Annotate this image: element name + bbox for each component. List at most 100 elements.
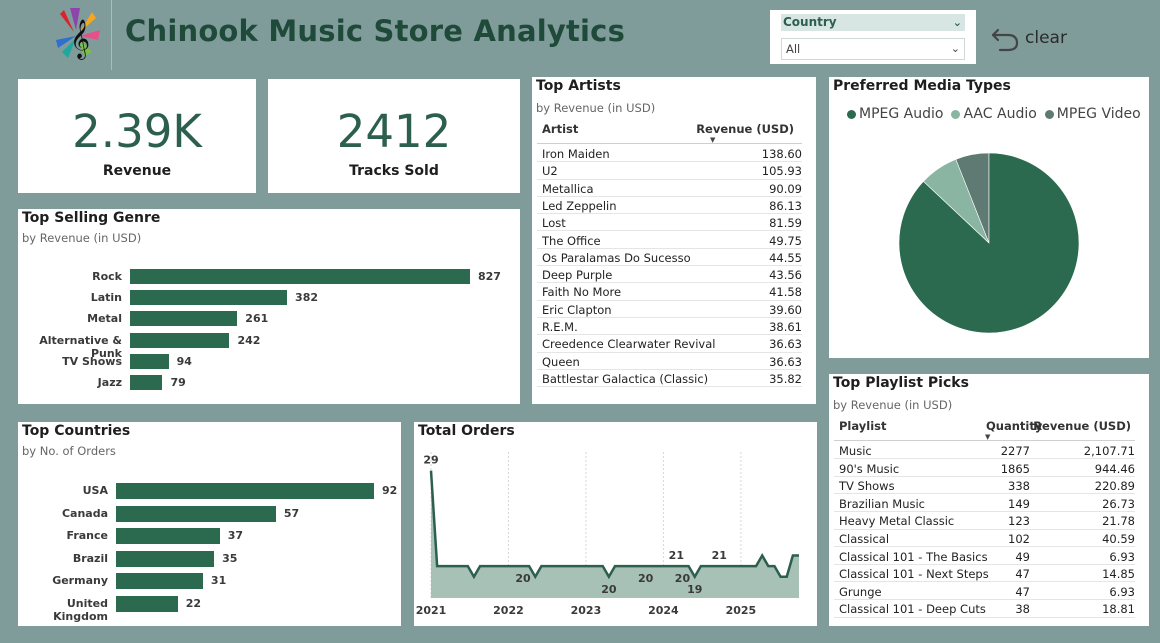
table-cell: 220.89 — [1094, 479, 1135, 494]
table-row[interactable]: Creedence Clearwater Revival 36.63 — [537, 335, 802, 353]
table-cell: Classical 101 - Next Steps — [839, 567, 989, 582]
table-row[interactable]: 90's Music 1865 944.46 — [834, 460, 1135, 477]
bar-category-label: Canada — [61, 506, 108, 520]
x-tick-label: 2024 — [648, 604, 679, 617]
bar[interactable] — [130, 269, 470, 284]
column-header-revenue[interactable]: Revenue (USD) — [1033, 419, 1131, 433]
bar-value-label: 261 — [245, 312, 269, 326]
bar-value-label: 92 — [382, 484, 398, 497]
table-row[interactable]: Heavy Metal Classic 123 21.78 — [834, 512, 1135, 530]
table-row[interactable]: Classical 101 - Deep Cuts 38 18.81 — [834, 600, 1135, 618]
table-cell: R.E.M. — [542, 320, 578, 334]
slicer-title[interactable]: Country ⌄ — [781, 14, 965, 31]
header-divider — [834, 440, 1135, 441]
table-cell: 39.60 — [769, 302, 802, 317]
table-row[interactable]: U2 105.93 — [537, 162, 802, 180]
bar-category-label: Germany — [52, 574, 108, 588]
table-cell: Faith No More — [542, 285, 622, 300]
orders-line[interactable] — [429, 470, 799, 580]
table-row[interactable]: TV Shows 338 220.89 — [834, 477, 1135, 495]
panel-subtitle: by Revenue (in USD) — [22, 231, 142, 245]
bar-category-label: TV Shows — [62, 354, 122, 368]
legend-item[interactable]: AAC Audio — [951, 106, 1037, 122]
legend-dot-icon — [1044, 109, 1054, 119]
legend-item[interactable]: MPEG Video — [1044, 106, 1141, 122]
table-row[interactable]: Led Zeppelin 86.13 — [537, 197, 802, 215]
column-header-playlist[interactable]: Playlist — [839, 419, 887, 433]
table-cell: Creedence Clearwater Revival — [542, 337, 716, 352]
table-cell: 21.78 — [1102, 514, 1135, 529]
table-cell: 47 — [1015, 584, 1030, 599]
top-countries-panel: Top Countries by No. of Orders USA 92 Cana… — [18, 422, 401, 626]
table-cell: TV Shows — [839, 479, 895, 494]
bar[interactable] — [116, 528, 220, 545]
chevron-down-icon[interactable]: ⌄ — [950, 42, 960, 55]
bar-value-label: 79 — [170, 376, 186, 389]
bar[interactable] — [130, 375, 163, 390]
table-row[interactable]: Deep Purple 43.56 — [537, 266, 802, 284]
bar[interactable] — [116, 505, 276, 522]
legend-item[interactable]: MPEG Audio — [847, 106, 943, 122]
table-cell: 18.81 — [1102, 602, 1135, 617]
table-row[interactable]: Eric Clapton 39.60 — [537, 301, 802, 318]
bar[interactable] — [130, 290, 288, 306]
column-header-artist[interactable]: Artist — [542, 122, 579, 136]
chevron-down-icon[interactable]: ⌄ — [952, 16, 962, 29]
table-row[interactable]: Metallica 90.09 — [537, 180, 802, 197]
column-header-revenue[interactable]: Revenue (USD) — [696, 122, 794, 136]
data-label: 20 — [515, 572, 531, 585]
country-dropdown[interactable]: All ⌄ — [781, 38, 965, 60]
table-row[interactable]: Classical 102 40.59 — [834, 530, 1135, 548]
table-cell: 2277 — [1000, 444, 1030, 458]
table-row[interactable]: Os Paralamas Do Sucesso 44.55 — [537, 249, 802, 267]
bar-value-label: 382 — [295, 291, 319, 305]
table-row[interactable]: Faith No More 41.58 — [537, 283, 802, 301]
bar-value-label: 37 — [227, 529, 244, 543]
table-row[interactable]: Queen 36.63 — [537, 353, 802, 370]
music-logo-icon: 𝄞 — [56, 8, 100, 60]
bar[interactable] — [116, 596, 178, 612]
sort-desc-icon[interactable]: ▼ — [985, 433, 991, 441]
table-row[interactable]: The Office 49.75 — [537, 232, 802, 249]
panel-subtitle: by Revenue (in USD) — [833, 398, 953, 412]
clear-label: clear — [1025, 28, 1067, 48]
bar[interactable] — [116, 550, 215, 567]
table-row[interactable]: Classical 101 - The Basics 49 6.93 — [834, 548, 1135, 565]
table-cell: Grunge — [839, 584, 882, 599]
table-cell: 44.55 — [769, 250, 802, 265]
table-row[interactable]: R.E.M. 38.61 — [537, 318, 802, 336]
table-cell: 6.93 — [1109, 549, 1135, 564]
bar[interactable] — [130, 332, 230, 348]
legend-label: MPEG Audio — [859, 106, 944, 122]
table-row[interactable]: Lost 81.59 — [537, 214, 802, 232]
bar[interactable] — [130, 353, 169, 369]
sort-desc-icon[interactable]: ▼ — [710, 136, 716, 144]
x-tick-label: 2023 — [571, 604, 602, 617]
table-row[interactable]: Music 2277 2,107.71 — [834, 442, 1135, 460]
bar-value-label: 94 — [176, 354, 192, 368]
data-label: 20 — [601, 583, 617, 596]
legend-dot-icon — [951, 109, 961, 119]
table-row[interactable]: Brazilian Music 149 26.73 — [834, 495, 1135, 513]
svg-text:𝄞: 𝄞 — [70, 19, 90, 60]
bar[interactable] — [116, 483, 374, 499]
bar[interactable] — [116, 573, 203, 590]
table-cell: 123 — [1008, 514, 1030, 529]
table-cell: U2 — [542, 164, 558, 179]
bar-category-label: Rock — [92, 270, 122, 283]
table-cell: 43.56 — [769, 268, 802, 283]
clear-button[interactable]: clear — [990, 20, 1070, 54]
table-row[interactable]: Iron Maiden 138.60 — [537, 145, 802, 163]
table-row[interactable]: Battlestar Galactica (Classic) 35.82 — [537, 370, 802, 388]
table-cell: Queen — [542, 354, 580, 369]
bar-value-label: 35 — [222, 551, 238, 565]
table-row[interactable]: Grunge 47 6.93 — [834, 583, 1135, 601]
bar[interactable] — [130, 311, 238, 327]
column-header-quantity[interactable]: Quantity — [986, 419, 1043, 433]
table-row[interactable]: Classical 101 - Next Steps 47 14.85 — [834, 565, 1135, 583]
bar-category-label: Alternative & Punk — [39, 333, 122, 360]
pie-slice-mpeg-audio[interactable] — [898, 152, 1080, 334]
table-cell: The Office — [542, 233, 601, 248]
table-cell: 2,107.71 — [1083, 444, 1135, 458]
